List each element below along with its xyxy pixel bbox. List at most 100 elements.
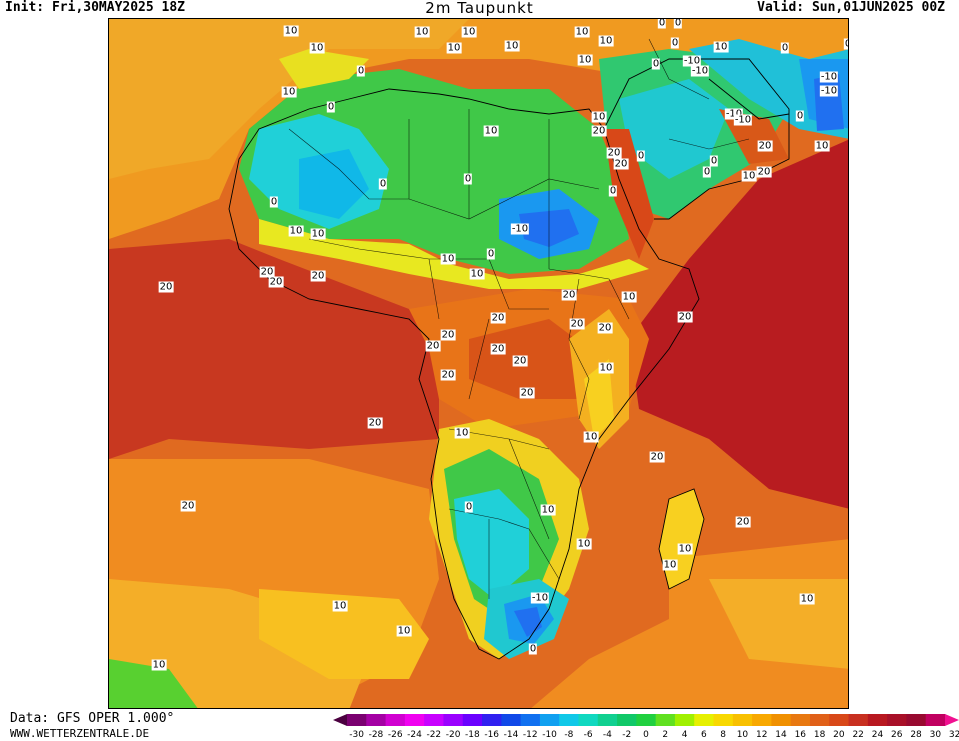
legend-swatch — [694, 714, 715, 726]
legend-swatch — [674, 714, 695, 726]
legend-tick-label: -30 — [349, 730, 364, 740]
legend-swatch — [636, 714, 657, 726]
legend-tick-label: -16 — [484, 730, 500, 740]
legend-tick-label: -10 — [542, 730, 557, 740]
contour-label: 20 — [425, 340, 441, 352]
contour-label: 0 — [651, 58, 661, 70]
contour-label: 10 — [310, 228, 326, 240]
contour-label: 10 — [799, 593, 815, 605]
contour-label: 10 — [283, 25, 299, 37]
legend-swatch — [809, 714, 830, 726]
legend-tick-label: -24 — [407, 730, 422, 740]
legend-tick-label: 20 — [833, 730, 845, 740]
contour-label: 0 — [326, 101, 336, 113]
contour-label: -10 — [690, 65, 710, 77]
legend-swatch — [732, 714, 753, 726]
contour-label: 20 — [569, 318, 585, 330]
legend-tick-label: -28 — [368, 730, 384, 740]
legend-swatch — [404, 714, 425, 726]
contour-label: 10 — [621, 291, 637, 303]
contour-label: 20 — [735, 516, 751, 528]
legend-swatch — [655, 714, 676, 726]
contour-label: 0 — [702, 166, 712, 178]
legend-swatch — [482, 714, 502, 726]
contour-label: 20 — [591, 125, 607, 137]
contour-label: 20 — [597, 322, 613, 334]
legend-tick-label: 0 — [643, 730, 649, 740]
contour-label: 10 — [598, 35, 614, 47]
contour-label: 0 — [843, 38, 848, 50]
contour-label: 0 — [670, 37, 680, 49]
legend-swatch — [771, 714, 792, 726]
legend-swatch — [443, 714, 464, 726]
legend-swatch — [520, 714, 541, 726]
legend-swatch — [347, 714, 367, 726]
init-time: Init: Fri,30MAY2025 18Z — [5, 0, 186, 15]
contour-label: 20 — [180, 500, 196, 512]
contour-label: 10 — [281, 86, 297, 98]
legend-tick-label: -20 — [445, 730, 461, 740]
legend-tick-label: 6 — [700, 730, 707, 740]
legend-swatch — [366, 714, 387, 726]
legend-tick-label: -14 — [503, 730, 519, 740]
contour-label: 10 — [446, 42, 462, 54]
legend-tick-label: 16 — [794, 730, 807, 740]
legend-tick-label: 22 — [852, 730, 864, 740]
legend-swatch — [790, 714, 811, 726]
contour-label: 0 — [608, 185, 618, 197]
contour-label: 20 — [756, 166, 772, 178]
legend-tick-label: -22 — [426, 730, 442, 740]
contour-label: 20 — [367, 417, 383, 429]
map-field — [109, 19, 848, 708]
legend-arrow-high — [945, 714, 959, 726]
legend-tick-label: 30 — [929, 730, 942, 740]
legend-swatch — [559, 714, 579, 726]
legend-tick-label: -12 — [522, 730, 538, 740]
legend-swatch — [385, 714, 406, 726]
legend-tick-label: 4 — [681, 730, 688, 740]
contour-label: 10 — [677, 543, 693, 555]
legend-swatch — [887, 714, 907, 726]
contour-label: 0 — [673, 18, 683, 29]
legend-swatch — [829, 714, 850, 726]
contour-label: 10 — [577, 54, 593, 66]
legend-tick-label: -18 — [465, 730, 480, 740]
country-borders — [288, 38, 750, 599]
contour-label: -10 — [530, 592, 550, 604]
contour-label: 10 — [396, 625, 412, 637]
contour-label: 20 — [268, 276, 284, 288]
legend-swatch — [578, 714, 599, 726]
contour-label: 10 — [576, 538, 592, 550]
legend-tick-label: 2 — [662, 730, 669, 740]
contour-label: 0 — [356, 65, 366, 77]
contour-label: 10 — [713, 41, 729, 53]
contour-label: 10 — [483, 125, 499, 137]
contour-label: 10 — [598, 362, 614, 374]
legend-swatch — [539, 714, 560, 726]
contour-label: -10 — [819, 85, 839, 97]
legend-swatch — [713, 714, 734, 726]
data-source: Data: GFS OPER 1.000° — [10, 711, 175, 726]
contour-label: 0 — [709, 155, 719, 167]
legend-swatch — [597, 714, 618, 726]
contour-label: 10 — [741, 170, 757, 182]
legend-tick-label: -4 — [602, 730, 612, 740]
legend-swatch — [848, 714, 869, 726]
contour-label: 20 — [561, 289, 577, 301]
contour-label: 10 — [309, 42, 325, 54]
contour-label: 0 — [463, 173, 473, 185]
contour-label: 20 — [757, 140, 773, 152]
contour-label: -10 — [724, 108, 744, 120]
contour-label: -10 — [819, 71, 839, 83]
contour-label: 10 — [469, 268, 485, 280]
contour-label: 10 — [332, 600, 348, 612]
contour-label: 20 — [158, 281, 174, 293]
legend-tick-label: 32 — [948, 730, 959, 740]
legend-swatch — [925, 714, 946, 726]
contour-label: 0 — [657, 18, 667, 29]
legend-arrow-low — [333, 714, 347, 726]
contour-label: 20 — [677, 311, 693, 323]
contour-label: 0 — [486, 248, 496, 260]
legend-tick-label: 10 — [736, 730, 749, 740]
legend-tick-label: 26 — [891, 730, 903, 740]
